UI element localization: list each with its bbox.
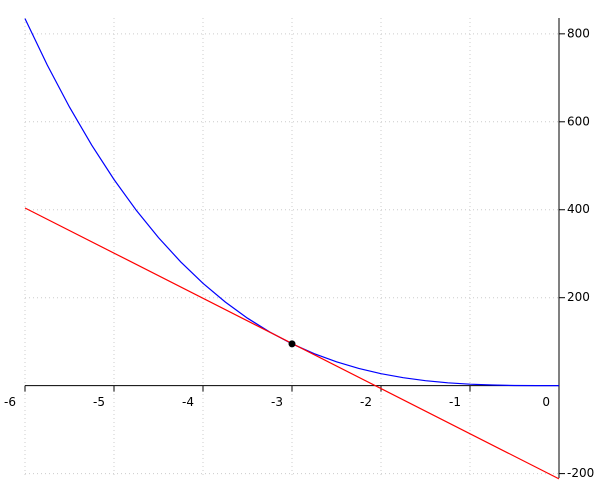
x-tick-label: -3: [271, 395, 283, 409]
y-tick-label: 600: [567, 114, 590, 128]
x-tick-label: -2: [360, 395, 372, 409]
x-tick-label: -5: [93, 395, 105, 409]
y-tick-label: 800: [567, 26, 590, 40]
y-tick-label: 400: [567, 202, 590, 216]
x-tick-label: -6: [4, 395, 16, 409]
x-tick-label: -1: [449, 395, 461, 409]
x-tick-label: -4: [182, 395, 194, 409]
x-tick-label: 0: [542, 395, 550, 409]
y-tick-label: 200: [567, 290, 590, 304]
point: [288, 340, 296, 348]
y-tick-label: -200: [567, 466, 594, 480]
